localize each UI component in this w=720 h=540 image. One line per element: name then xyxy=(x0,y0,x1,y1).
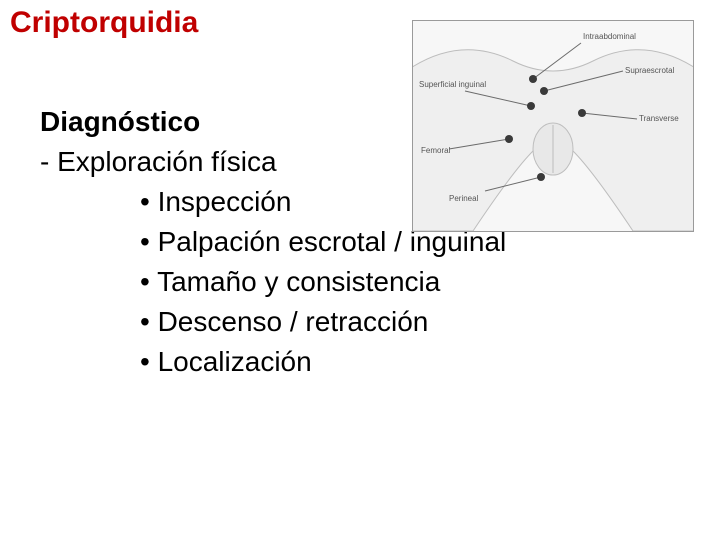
bullet-item: • Descenso / retracción xyxy=(140,306,428,338)
diagram-label-top: Intraabdominal xyxy=(583,32,636,41)
diagram-label-lower-right: Transverse xyxy=(639,114,679,123)
location-dot xyxy=(537,173,545,181)
diagram-label-upper-right: Supraescrotal xyxy=(625,66,675,75)
bullet-item: • Localización xyxy=(140,346,312,378)
location-dot xyxy=(540,87,548,95)
slide: Criptorquidia Diagnóstico - Exploración … xyxy=(0,0,720,540)
bullet-item: • Tamaño y consistencia xyxy=(140,266,440,298)
bullet-item: • Inspección xyxy=(140,186,291,218)
location-dot xyxy=(529,75,537,83)
slide-title: Criptorquidia xyxy=(10,6,198,40)
location-dot xyxy=(527,102,535,110)
section-heading: Diagnóstico xyxy=(40,106,200,138)
location-dot xyxy=(505,135,513,143)
diagram-label-left: Femoral xyxy=(421,146,451,155)
anatomy-svg: Intraabdominal Supraescrotal Superficial… xyxy=(413,21,693,231)
anatomy-diagram: Intraabdominal Supraescrotal Superficial… xyxy=(412,20,694,232)
line-exploracion: - Exploración física xyxy=(40,146,277,178)
location-dot xyxy=(578,109,586,117)
diagram-label-bottom-left: Perineal xyxy=(449,194,479,203)
diagram-label-mid-left: Superficial inguinal xyxy=(419,80,486,89)
